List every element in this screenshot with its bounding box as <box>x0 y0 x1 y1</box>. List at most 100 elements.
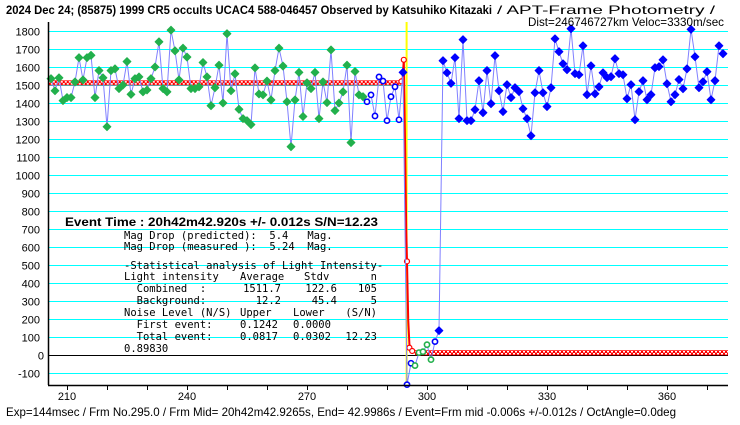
data-point <box>86 50 96 60</box>
y-tick-label: 1000 <box>16 171 40 183</box>
data-point <box>358 92 368 102</box>
data-point <box>290 95 300 105</box>
data-point <box>498 107 508 117</box>
data-point <box>294 67 304 77</box>
chart-title: 2024 Dec 24; (85875) 1999 CR5 occults UC… <box>6 3 492 17</box>
x-tick-label: 240 <box>178 391 196 403</box>
data-point <box>618 70 628 80</box>
header-lower: Lower <box>293 307 325 319</box>
data-point <box>395 116 403 124</box>
data-point <box>198 58 208 67</box>
info-panel: Event Time : 20h42m42.920s +/- 0.012s S/… <box>65 215 383 355</box>
data-point <box>586 61 596 71</box>
data-point <box>126 89 136 99</box>
total-event-label: Total event: <box>124 331 213 343</box>
data-point <box>494 86 504 96</box>
data-point <box>622 94 632 104</box>
y-tick-label: 1300 <box>16 117 40 129</box>
combined-stdv: 122.6 <box>305 283 337 295</box>
model-point <box>400 56 407 63</box>
data-point <box>419 348 427 356</box>
data-point <box>258 90 268 100</box>
data-point <box>154 37 164 47</box>
data-point <box>314 114 324 124</box>
data-point <box>582 90 592 100</box>
data-point <box>434 326 444 336</box>
data-point <box>558 59 568 69</box>
y-tick-label: 1200 <box>16 135 40 147</box>
light-label: Light intensity <box>124 271 219 283</box>
data-point <box>646 90 656 100</box>
data-point <box>506 93 516 102</box>
data-point <box>642 95 652 105</box>
data-point <box>470 105 480 115</box>
data-point <box>686 24 696 34</box>
data-point <box>590 89 600 99</box>
data-point <box>638 76 648 86</box>
y-tick-label: 900 <box>22 189 40 201</box>
data-point <box>110 64 120 74</box>
data-point <box>230 69 240 79</box>
data-point <box>146 74 156 84</box>
y-axis-labels: 1800170016001500140013001200110010009008… <box>16 27 44 381</box>
data-point <box>610 54 620 64</box>
data-point <box>98 73 108 83</box>
data-point <box>234 104 244 114</box>
y-tick-label: 600 <box>22 243 40 255</box>
data-point <box>458 35 468 45</box>
data-point <box>538 88 548 98</box>
y-tick-label: 1600 <box>16 63 40 75</box>
data-point <box>262 76 272 86</box>
data-point <box>550 34 560 44</box>
data-point <box>102 122 112 132</box>
data-point <box>518 104 528 114</box>
x-tick-label: 360 <box>658 391 676 403</box>
data-point <box>678 84 688 94</box>
data-point <box>54 73 64 83</box>
total-event-sn: 12.23 <box>345 331 377 343</box>
data-point <box>446 78 456 88</box>
mag-drop-measured: Mag Drop (measured ): 5.24 Mag. <box>124 241 333 253</box>
y-tick-label: 200 <box>22 315 40 327</box>
x-tick-label: 270 <box>298 391 316 403</box>
model-curve <box>48 56 728 356</box>
data-point <box>427 356 435 364</box>
data-point <box>66 93 76 102</box>
data-point <box>423 341 431 349</box>
data-point <box>490 51 500 61</box>
mag-drop-predicted: Mag Drop (predicted): 5.4 Mag. <box>124 230 333 242</box>
data-point <box>367 91 375 99</box>
data-point <box>50 86 60 96</box>
y-tick-label: 700 <box>22 225 40 237</box>
background-average: 12.2 <box>256 295 281 307</box>
data-point <box>482 66 492 75</box>
data-series <box>46 24 728 389</box>
data-point <box>326 45 336 55</box>
stat-title: -Statistical analysis of Light Intensity… <box>124 260 383 272</box>
first-event-lower: 0.0000 <box>293 319 331 331</box>
data-point <box>630 115 640 125</box>
data-point <box>202 72 212 82</box>
data-point <box>166 25 176 35</box>
data-point <box>322 98 332 108</box>
data-point <box>578 41 588 51</box>
data-point <box>78 75 88 85</box>
data-point <box>379 77 387 85</box>
data-point <box>442 68 452 78</box>
data-point <box>90 93 100 102</box>
data-point <box>206 101 216 111</box>
data-point <box>654 62 664 72</box>
data-point <box>546 83 556 93</box>
data-point <box>690 52 700 62</box>
data-point <box>718 49 728 59</box>
data-point <box>702 67 712 77</box>
x-tick-label: 330 <box>538 391 556 403</box>
y-tick-label: 1100 <box>16 153 40 165</box>
data-point <box>250 63 260 73</box>
data-point <box>178 43 188 53</box>
background-label: Background: <box>124 295 206 307</box>
y-tick-label: 1700 <box>16 45 40 57</box>
header-sn: (S/N) <box>345 307 377 319</box>
data-point <box>391 83 399 91</box>
